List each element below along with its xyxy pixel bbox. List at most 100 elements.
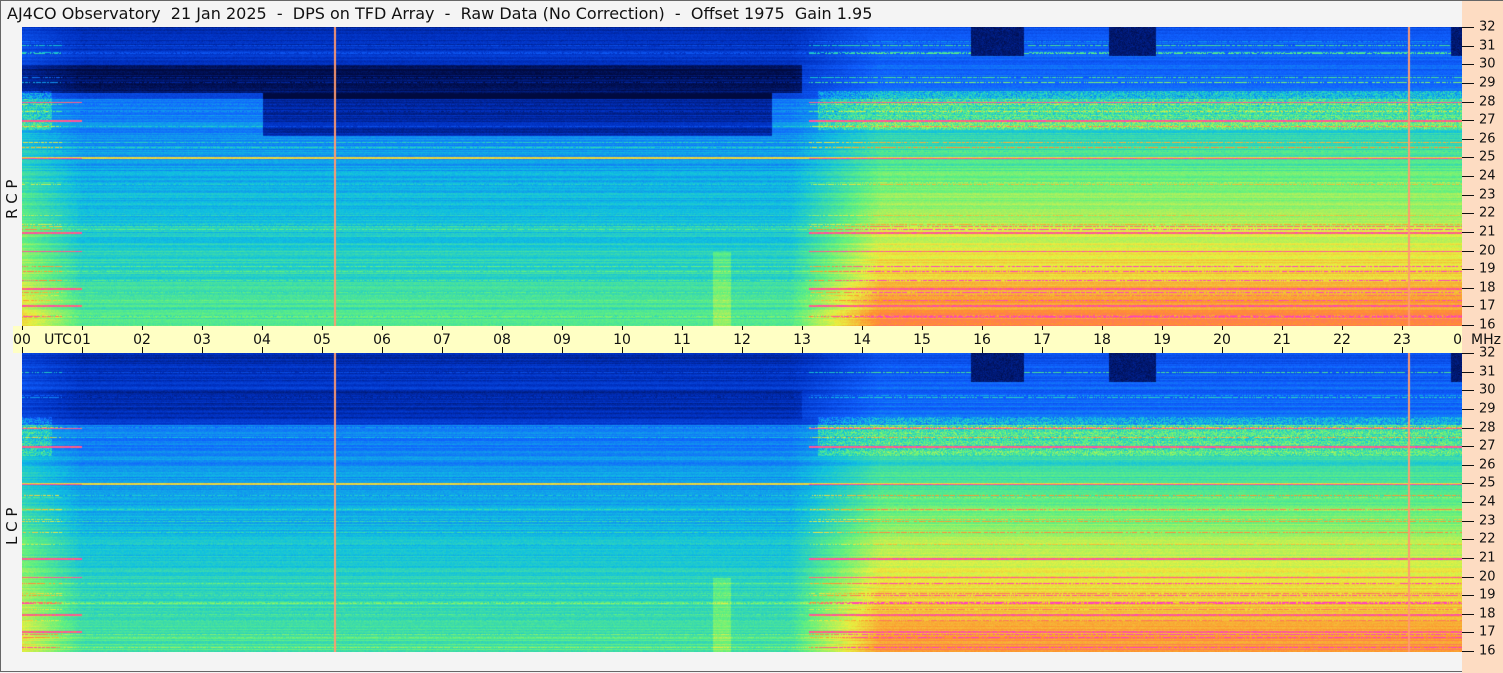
frequency-tick bbox=[1462, 194, 1474, 196]
time-tick-label: 07 bbox=[433, 332, 451, 348]
frequency-tick-label: 20 bbox=[1479, 243, 1496, 258]
frequency-tick-label: 27 bbox=[1479, 112, 1496, 128]
time-tick bbox=[142, 347, 143, 353]
frequency-tick-label: 29 bbox=[1479, 75, 1496, 91]
time-tick bbox=[382, 326, 383, 330]
time-tick bbox=[502, 326, 503, 330]
frequency-tick bbox=[1462, 502, 1474, 503]
window-title: AJ4CO Observatory 21 Jan 2025 - DPS on T… bbox=[7, 4, 873, 23]
frequency-tick-label: 19 bbox=[1479, 587, 1496, 603]
frequency-unit: MHz bbox=[1471, 332, 1501, 348]
frequency-tick bbox=[1462, 45, 1474, 47]
time-tick bbox=[502, 347, 503, 353]
time-tick bbox=[82, 347, 83, 353]
frequency-tick bbox=[1462, 613, 1474, 615]
time-tick-label: 04 bbox=[253, 332, 271, 348]
time-tick-label: 12 bbox=[733, 332, 751, 348]
frequency-tick bbox=[1462, 27, 1474, 28]
time-tick bbox=[562, 326, 563, 330]
time-tick bbox=[1102, 347, 1103, 353]
time-tick bbox=[262, 347, 263, 353]
time-tick bbox=[742, 347, 743, 353]
frequency-tick bbox=[1462, 576, 1474, 578]
time-tick-label: 05 bbox=[313, 332, 331, 348]
frequency-tick bbox=[1462, 595, 1474, 597]
time-tick bbox=[442, 326, 443, 330]
time-tick bbox=[1222, 326, 1223, 330]
frequency-tick bbox=[1462, 557, 1474, 559]
frequency-tick-label: 17 bbox=[1479, 624, 1496, 640]
time-tick bbox=[802, 347, 803, 353]
lcp-label: L C P bbox=[3, 507, 21, 545]
time-tick bbox=[802, 326, 803, 330]
frequency-tick-label: 16 bbox=[1479, 643, 1496, 659]
time-tick-label: 06 bbox=[373, 332, 391, 348]
frequency-tick bbox=[1462, 269, 1474, 271]
frequency-tick-label: 21 bbox=[1479, 224, 1496, 240]
frequency-tick bbox=[1462, 446, 1474, 448]
frequency-tick bbox=[1462, 464, 1474, 466]
frequency-tick-label: 32 bbox=[1479, 19, 1496, 35]
frequency-tick-label: 24 bbox=[1479, 494, 1496, 510]
frequency-tick-label: 22 bbox=[1479, 205, 1496, 221]
frequency-tick bbox=[1462, 520, 1474, 522]
time-tick-label: 11 bbox=[673, 332, 691, 348]
frequency-tick-label: 18 bbox=[1479, 280, 1496, 296]
frequency-tick bbox=[1462, 287, 1474, 289]
time-tick-label: 17 bbox=[1033, 332, 1051, 348]
time-tick bbox=[1342, 326, 1343, 330]
time-tick-label: 09 bbox=[553, 332, 571, 348]
time-tick-label: 22 bbox=[1333, 332, 1351, 348]
frequency-tick bbox=[1462, 371, 1474, 373]
frequency-tick bbox=[1462, 390, 1474, 392]
time-tick-label: 21 bbox=[1273, 332, 1291, 348]
lcp-heatmap bbox=[22, 353, 1462, 652]
frequency-tick-label: 30 bbox=[1479, 56, 1496, 72]
time-tick bbox=[82, 326, 83, 330]
time-tick-label: 00 bbox=[13, 332, 31, 348]
frequency-tick bbox=[1462, 157, 1474, 159]
frequency-tick-label: 28 bbox=[1479, 420, 1496, 435]
frequency-tick bbox=[1462, 213, 1474, 215]
frequency-tick bbox=[1462, 632, 1474, 634]
frequency-tick bbox=[1462, 408, 1474, 410]
frequency-axis-strip bbox=[1462, 1, 1503, 673]
frequency-tick-label: 31 bbox=[1479, 364, 1496, 380]
frequency-tick bbox=[1462, 427, 1474, 429]
time-tick bbox=[982, 326, 983, 330]
time-tick bbox=[1402, 347, 1403, 353]
time-tick bbox=[742, 326, 743, 330]
frequency-tick-label: 19 bbox=[1479, 261, 1496, 277]
frequency-tick bbox=[1462, 483, 1474, 485]
frequency-tick bbox=[1462, 353, 1474, 354]
time-tick bbox=[322, 347, 323, 353]
time-tick bbox=[1342, 347, 1343, 353]
time-tick-label: 16 bbox=[973, 332, 991, 348]
time-tick-label: 08 bbox=[493, 332, 511, 348]
frequency-tick-label: 23 bbox=[1479, 513, 1496, 529]
time-tick bbox=[1102, 326, 1103, 330]
frequency-tick-label: 26 bbox=[1479, 131, 1496, 147]
frequency-tick bbox=[1462, 138, 1474, 140]
time-tick bbox=[1162, 326, 1163, 330]
time-tick bbox=[682, 347, 683, 353]
time-tick bbox=[1042, 347, 1043, 353]
time-tick bbox=[1282, 326, 1283, 330]
time-tick bbox=[22, 347, 23, 353]
time-tick bbox=[382, 347, 383, 353]
time-tick bbox=[622, 326, 623, 330]
frequency-tick bbox=[1462, 325, 1474, 326]
time-tick bbox=[442, 347, 443, 353]
time-tick bbox=[202, 347, 203, 353]
frequency-tick-label: 17 bbox=[1479, 298, 1496, 314]
frequency-tick-label: 24 bbox=[1479, 168, 1496, 184]
time-tick-label: 02 bbox=[133, 332, 151, 348]
time-tick-label: 10 bbox=[613, 332, 631, 348]
frequency-tick bbox=[1462, 231, 1474, 233]
frequency-tick-label: 32 bbox=[1479, 345, 1496, 361]
frequency-tick-label: 30 bbox=[1479, 382, 1496, 398]
frequency-tick bbox=[1462, 101, 1474, 103]
time-tick bbox=[922, 326, 923, 330]
time-tick bbox=[1162, 347, 1163, 353]
time-tick bbox=[262, 326, 263, 330]
